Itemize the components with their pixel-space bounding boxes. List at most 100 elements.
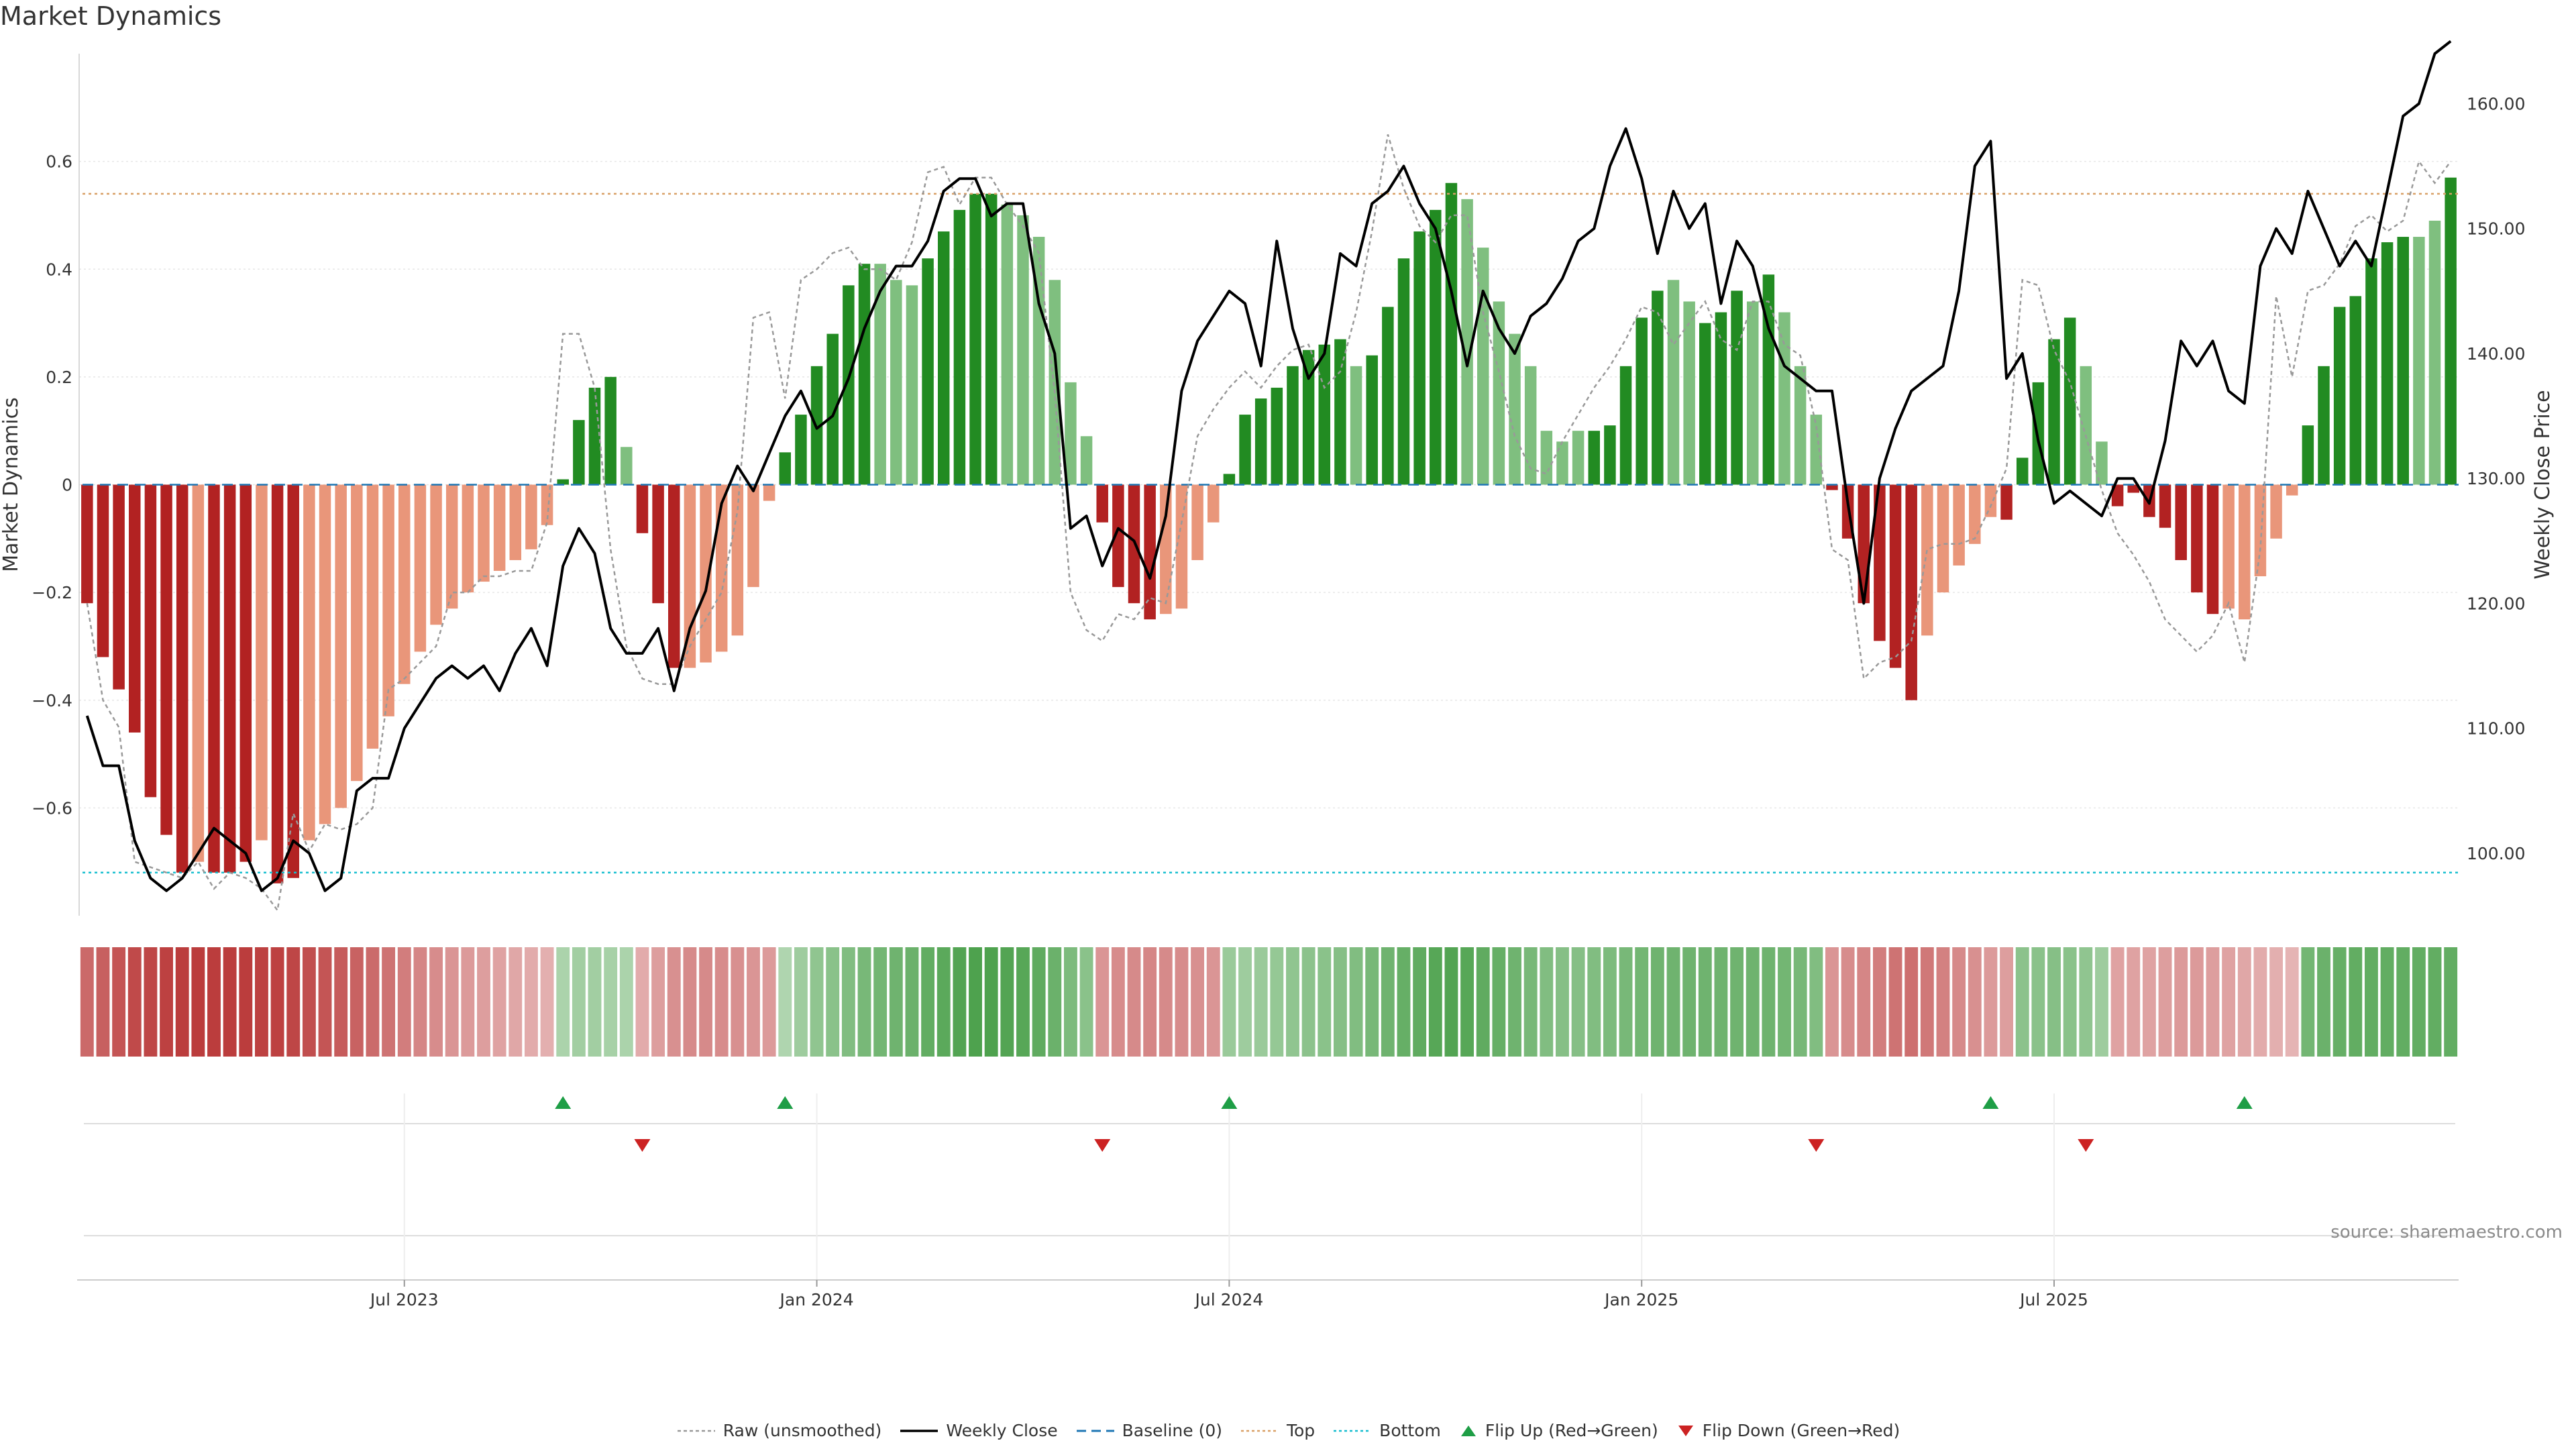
- bar-positive[interactable]: [1604, 425, 1616, 485]
- bar-negative[interactable]: [160, 484, 172, 835]
- bar-positive[interactable]: [1524, 366, 1537, 485]
- bar-positive[interactable]: [1382, 307, 1394, 485]
- bar-positive[interactable]: [1731, 290, 1743, 485]
- bar-positive[interactable]: [1540, 431, 1553, 485]
- bar-positive[interactable]: [1080, 436, 1093, 485]
- bar-positive[interactable]: [588, 387, 601, 485]
- legend-item-raw[interactable]: Raw (unsmoothed): [676, 1421, 881, 1440]
- bar-positive[interactable]: [2048, 339, 2060, 485]
- bar-negative[interactable]: [1175, 484, 1188, 609]
- bar-positive[interactable]: [2016, 458, 2029, 485]
- bar-positive[interactable]: [2365, 258, 2377, 485]
- bar-positive[interactable]: [2333, 307, 2346, 485]
- bar-positive[interactable]: [573, 420, 585, 485]
- flip-down-marker[interactable]: [1094, 1139, 1111, 1152]
- bar-negative[interactable]: [414, 484, 427, 652]
- bar-negative[interactable]: [2159, 484, 2171, 528]
- bar-positive[interactable]: [1652, 290, 1664, 485]
- bar-negative[interactable]: [636, 484, 649, 533]
- bar-positive[interactable]: [1699, 323, 1711, 485]
- bar-negative[interactable]: [287, 484, 299, 878]
- bar-positive[interactable]: [1667, 280, 1680, 485]
- bar-positive[interactable]: [621, 447, 633, 485]
- bar-negative[interactable]: [1921, 484, 1933, 636]
- bar-negative[interactable]: [493, 484, 506, 572]
- bar-positive[interactable]: [937, 231, 950, 485]
- bar-positive[interactable]: [2349, 296, 2362, 485]
- bar-negative[interactable]: [1096, 484, 1108, 523]
- legend-item-bottom[interactable]: Bottom: [1332, 1421, 1441, 1440]
- bar-positive[interactable]: [1032, 237, 1045, 485]
- bar-negative[interactable]: [2222, 484, 2235, 609]
- bar-negative[interactable]: [303, 484, 315, 841]
- bar-positive[interactable]: [1239, 415, 1251, 485]
- bar-negative[interactable]: [144, 484, 157, 798]
- bar-positive[interactable]: [1588, 431, 1601, 485]
- bar-positive[interactable]: [1065, 382, 1077, 485]
- bar-negative[interactable]: [462, 484, 474, 593]
- bar-positive[interactable]: [1430, 209, 1442, 485]
- bar-negative[interactable]: [319, 484, 331, 824]
- bar-positive[interactable]: [2397, 237, 2409, 485]
- bar-negative[interactable]: [2175, 484, 2187, 560]
- bar-negative[interactable]: [2127, 484, 2139, 493]
- bar-negative[interactable]: [97, 484, 109, 657]
- flip-down-marker[interactable]: [1808, 1139, 1825, 1152]
- bar-negative[interactable]: [747, 484, 759, 588]
- bar-negative[interactable]: [1953, 484, 1965, 566]
- bar-negative[interactable]: [208, 484, 220, 873]
- bar-positive[interactable]: [2381, 242, 2394, 485]
- legend-item-baseline[interactable]: Baseline (0): [1075, 1421, 1222, 1440]
- bar-negative[interactable]: [2000, 484, 2012, 520]
- bar-positive[interactable]: [1461, 199, 1473, 485]
- legend-item-top[interactable]: Top: [1240, 1421, 1315, 1440]
- bar-positive[interactable]: [906, 285, 918, 485]
- bar-positive[interactable]: [1778, 312, 1790, 485]
- bar-positive[interactable]: [843, 285, 855, 485]
- flip-up-marker[interactable]: [1982, 1096, 1999, 1109]
- bar-negative[interactable]: [256, 484, 268, 841]
- bar-negative[interactable]: [239, 484, 252, 862]
- bar-positive[interactable]: [826, 333, 839, 485]
- bar-negative[interactable]: [430, 484, 442, 625]
- bar-negative[interactable]: [1191, 484, 1203, 560]
- bar-negative[interactable]: [509, 484, 522, 560]
- bar-negative[interactable]: [652, 484, 664, 604]
- bar-positive[interactable]: [953, 209, 966, 485]
- bar-negative[interactable]: [700, 484, 712, 663]
- bar-positive[interactable]: [1619, 366, 1632, 485]
- bar-positive[interactable]: [1715, 312, 1727, 485]
- flip-up-marker[interactable]: [2236, 1096, 2253, 1109]
- bar-negative[interactable]: [1826, 484, 1838, 490]
- bar-positive[interactable]: [795, 415, 807, 485]
- bar-negative[interactable]: [1969, 484, 1981, 544]
- bar-negative[interactable]: [2191, 484, 2203, 593]
- bar-positive[interactable]: [1334, 339, 1346, 485]
- bar-positive[interactable]: [1572, 431, 1585, 485]
- bar-negative[interactable]: [1905, 484, 1917, 700]
- bar-negative[interactable]: [129, 484, 141, 733]
- bar-positive[interactable]: [1762, 274, 1775, 485]
- bar-negative[interactable]: [351, 484, 363, 782]
- bar-positive[interactable]: [1635, 317, 1648, 485]
- bar-negative[interactable]: [398, 484, 411, 684]
- bar-negative[interactable]: [1874, 484, 1886, 641]
- bar-negative[interactable]: [2239, 484, 2251, 620]
- bar-positive[interactable]: [1493, 301, 1505, 485]
- bar-positive[interactable]: [890, 280, 902, 485]
- bar-negative[interactable]: [113, 484, 125, 690]
- bar-positive[interactable]: [985, 193, 998, 485]
- bar-positive[interactable]: [1746, 301, 1759, 485]
- bar-negative[interactable]: [763, 484, 775, 501]
- bar-positive[interactable]: [858, 264, 871, 485]
- bar-negative[interactable]: [192, 484, 205, 862]
- bar-negative[interactable]: [445, 484, 458, 609]
- bar-negative[interactable]: [1889, 484, 1902, 668]
- legend-item-close[interactable]: Weekly Close: [899, 1421, 1058, 1440]
- legend-item-flip-down[interactable]: Flip Down (Green→Red): [1676, 1421, 1900, 1440]
- bar-negative[interactable]: [271, 484, 284, 883]
- bar-negative[interactable]: [478, 484, 490, 582]
- bar-negative[interactable]: [81, 484, 93, 604]
- bar-positive[interactable]: [2428, 220, 2441, 485]
- bar-positive[interactable]: [1445, 182, 1458, 485]
